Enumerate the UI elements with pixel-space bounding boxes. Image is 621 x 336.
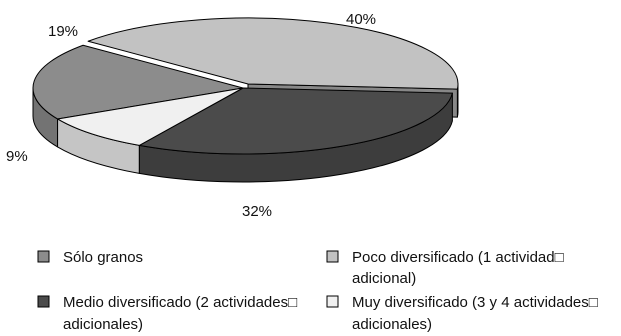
legend-label-medio-diversificado-line1: Medio diversificado (2 actividades□ xyxy=(63,294,297,311)
value-label-muy-diversificado: 9% xyxy=(6,148,28,165)
pie-slice-medio-diversificado xyxy=(138,87,453,155)
pie-slice-muy-diversificado xyxy=(57,87,244,146)
legend-label-muy-diversificado-line2: adicionales) xyxy=(352,316,432,333)
legend-entry-muy-diversificado: Muy diversificado (3 y 4 actividades□ ad… xyxy=(326,294,598,333)
legend: Sólo granos Poco diversificado (1 activi… xyxy=(37,249,598,333)
legend-swatch-solo-granos xyxy=(37,250,50,263)
legend-entry-medio-diversificado: Medio diversificado (2 actividades□ adic… xyxy=(37,294,297,333)
legend-entry-poco-diversificado: Poco diversificado (1 actividad□ adicion… xyxy=(326,249,564,287)
legend-entry-solo-granos: Sólo granos xyxy=(37,249,143,266)
legend-label-poco-diversificado-line2: adicional) xyxy=(352,270,416,287)
legend-label-medio-diversificado-line2: adicionales) xyxy=(63,316,143,333)
value-label-solo-granos: 19% xyxy=(48,23,78,40)
legend-swatch-medio-diversificado xyxy=(37,295,50,308)
value-label-poco-diversificado: 40% xyxy=(346,11,376,28)
pie-slice-poco-diversificado xyxy=(87,17,459,90)
legend-label-poco-diversificado-line1: Poco diversificado (1 actividad□ xyxy=(352,249,564,266)
pie-slices xyxy=(32,17,459,183)
legend-swatch-muy-diversificado xyxy=(326,295,339,308)
legend-label-muy-diversificado-line1: Muy diversificado (3 y 4 actividades□ xyxy=(352,294,598,311)
legend-label-solo-granos: Sólo granos xyxy=(63,249,143,266)
pie-value-labels: 19% 40% 32% 9% xyxy=(6,11,376,220)
legend-swatch-poco-diversificado xyxy=(326,250,339,263)
pie-slice-solo-granos xyxy=(32,44,244,120)
value-label-medio-diversificado: 32% xyxy=(242,203,272,220)
